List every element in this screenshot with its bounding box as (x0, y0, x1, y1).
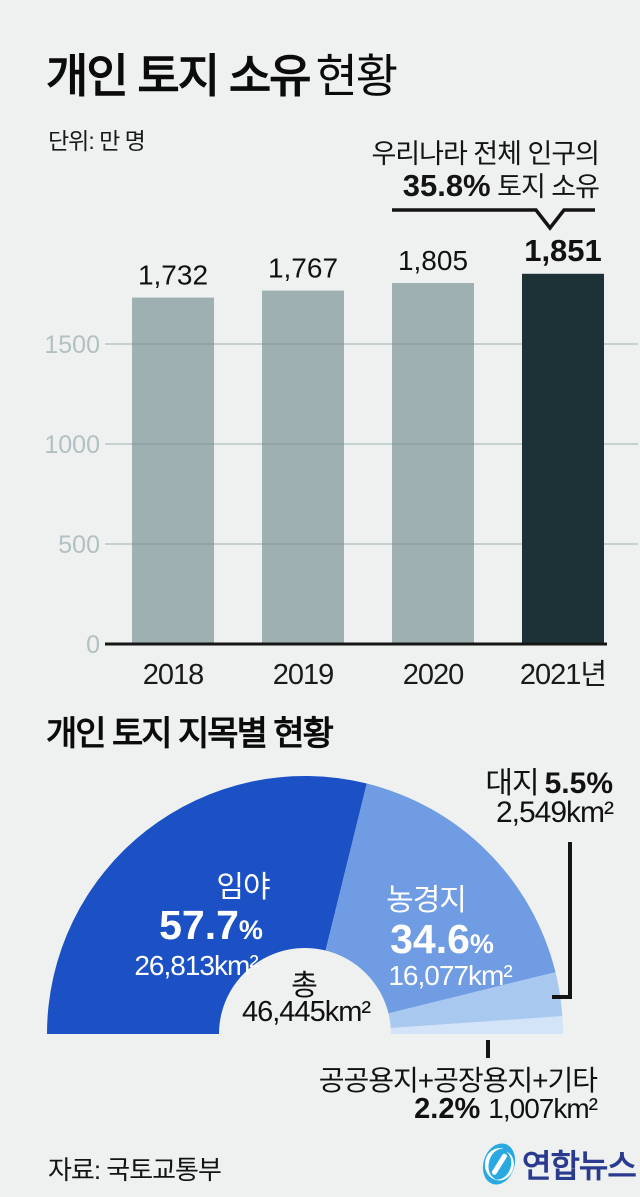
slice-daeji-pct: 5.5% (544, 767, 613, 800)
donut-center-value: 46,445km² (241, 996, 371, 1028)
donut-slice (390, 1016, 563, 1034)
section2-title: 개인 토지 지목별 현황 (46, 715, 334, 753)
x-axis-label: 2020 (403, 659, 464, 691)
annotation-percent: 35.8% (402, 168, 491, 203)
slice-etc-values: 2.2% 1,007km² (414, 1093, 598, 1126)
annotation-suffix: 토지 소유 (490, 172, 600, 202)
slice-label-daeji: 대지 5.5% (485, 758, 613, 802)
daeji-callout-line (552, 842, 572, 999)
slice-nong-pct: 34.6% (390, 916, 494, 962)
annotation-bracket (392, 208, 595, 231)
slice-nong-area: 16,077km² (388, 960, 512, 991)
slice-daeji-name: 대지 (485, 767, 539, 800)
slice-imya-area: 26,813km² (134, 950, 258, 981)
bar-2019 (262, 290, 344, 644)
bar-2020 (392, 283, 474, 644)
donut-slice (325, 783, 556, 1014)
page-title-light: 현황 (315, 50, 398, 102)
source-credit: 자료: 국토교통부 (48, 1155, 222, 1185)
slice-etc-area: 1,007km² (488, 1093, 598, 1124)
yonhap-logo-icon (482, 1143, 516, 1185)
donut-slice (47, 776, 367, 1034)
page-title: 개인 토지 소유 현황 (46, 40, 398, 106)
x-axis-label: 2021년 (520, 659, 606, 691)
donut-slice (388, 972, 563, 1029)
bar-value-label: 1,767 (268, 253, 338, 284)
y-axis-tick: 1000 (44, 431, 100, 459)
slice-imya-pct: 57.7% (159, 902, 263, 948)
bar-2018 (132, 297, 214, 644)
x-axis-label: 2019 (273, 659, 334, 691)
bar-value-label: 1,851 (524, 233, 602, 268)
x-axis-label: 2018 (143, 659, 204, 691)
bar-value-label: 1,732 (138, 260, 208, 291)
bar-2021년 (522, 273, 604, 644)
annotation-line1: 우리나라 전체 인구의 (371, 139, 600, 169)
y-axis-tick: 500 (58, 531, 100, 559)
slice-nong-name: 농경지 (386, 884, 467, 917)
donut-center-label: 총 (291, 970, 318, 1002)
bar-value-label: 1,805 (398, 245, 468, 276)
unit-label: 단위: 만 명 (48, 128, 146, 154)
slice-daeji-area: 2,549km² (495, 796, 614, 829)
yonhap-logo-text: 연합뉴스 (522, 1148, 637, 1184)
y-axis-tick: 1500 (44, 331, 100, 359)
slice-etc-pct: 2.2% (414, 1093, 481, 1125)
slice-etc-name: 공공용지+공장용지+기타 (318, 1065, 598, 1096)
annotation-line2: 35.8% 토지 소유 (402, 165, 600, 204)
yonhap-logo: 연합뉴스 (480, 1140, 637, 1188)
y-axis-tick: 0 (86, 631, 100, 659)
slice-imya-name: 임야 (216, 871, 270, 904)
page-title-strong: 개인 토지 소유 (46, 50, 311, 102)
